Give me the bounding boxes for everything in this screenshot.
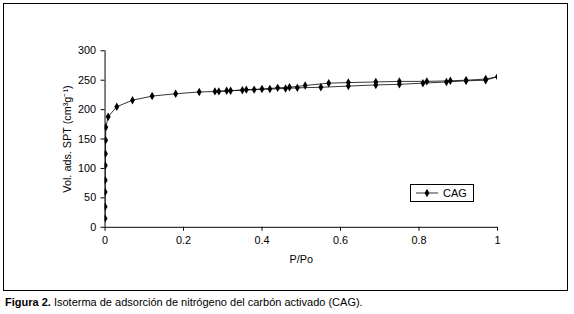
svg-text:P/Po: P/Po <box>290 253 313 265</box>
html-text:Figura 2. Isoterma de adsorció: Figura 2. Isoterma de adsorción de nitró… <box>5 296 363 308</box>
svg-text:0: 0 <box>102 234 108 246</box>
svg-text:300: 300 <box>78 44 96 56</box>
svg-text:200: 200 <box>78 103 96 115</box>
svg-text:0.8: 0.8 <box>411 234 426 246</box>
svg-text:1: 1 <box>494 234 500 246</box>
html-text:CAG: CAG <box>443 187 467 199</box>
svg-text:0.6: 0.6 <box>333 234 348 246</box>
svg-text:250: 250 <box>78 74 96 86</box>
svg-text:0: 0 <box>90 221 96 233</box>
svg-text:0.4: 0.4 <box>254 234 269 246</box>
svg-text:0.2: 0.2 <box>176 234 191 246</box>
svg-text:Vol. ads. SPT (cm³g⁻¹): Vol. ads. SPT (cm³g⁻¹) <box>61 85 73 192</box>
svg-text:50: 50 <box>84 191 96 203</box>
svg-text:100: 100 <box>78 162 96 174</box>
svg-text:150: 150 <box>78 133 96 145</box>
